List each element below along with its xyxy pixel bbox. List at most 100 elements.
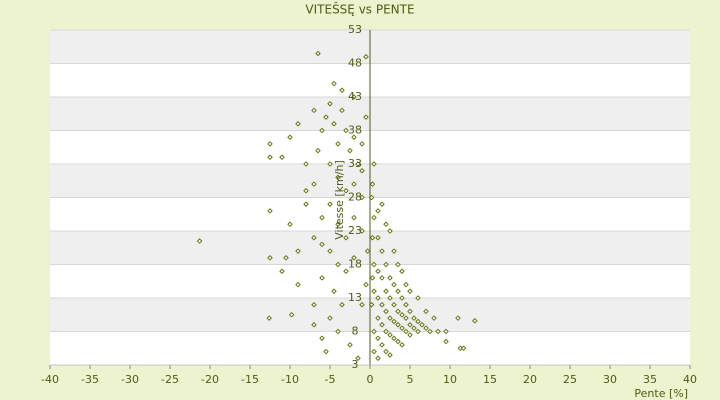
point [395,308,401,315]
x-tick-label: 25 [563,373,577,386]
point [379,275,385,281]
point [359,301,365,308]
point [387,275,393,281]
point [359,141,365,147]
point [431,315,437,321]
point [287,134,293,140]
point [375,335,381,341]
x-tick-label: 0 [367,373,374,386]
point [415,328,421,335]
x-tick-label: 20 [523,373,537,386]
point [395,322,401,328]
point [383,348,389,355]
x-axis-label: Pente [%] [634,387,688,400]
point [266,315,272,321]
point [457,345,464,352]
point [196,238,203,244]
point [283,255,289,261]
point [387,352,393,358]
x-tick-label: -15 [241,373,259,386]
point [383,308,389,315]
point [379,301,385,308]
point [351,214,357,221]
point [311,181,317,187]
point [375,208,381,214]
point [403,315,409,321]
point [351,181,357,187]
point [427,328,433,335]
point [359,194,365,201]
point [267,208,273,214]
point [303,188,309,194]
point [327,100,333,107]
point [267,255,273,261]
point [371,348,377,355]
y-tick-label: 53 [348,23,362,36]
point [351,94,357,100]
point [327,201,333,207]
point [359,167,365,174]
point [443,328,449,335]
point [407,288,413,295]
point [391,318,397,325]
y-tick-label: 8 [352,325,359,338]
point [351,255,357,261]
point [403,281,409,288]
point [347,147,353,154]
y-tick-label: 3 [352,358,359,371]
point [423,308,429,315]
point [295,121,301,127]
point [460,345,467,352]
point [351,134,357,140]
chart-title: VITEŠSĘ vs PENTE [305,2,414,17]
point [288,311,295,318]
point [423,325,429,331]
point [415,295,421,301]
point [403,328,409,335]
x-tick-label: 30 [603,373,617,386]
point [327,248,333,254]
point [355,355,361,362]
x-tick-label: 40 [683,373,697,386]
point [395,338,401,345]
point [379,342,385,348]
y-tick-label: 48 [348,57,362,70]
point [379,248,385,254]
y-tick-label: 33 [348,157,362,170]
point [363,54,369,60]
y-tick-label: 43 [348,90,362,103]
point [387,295,393,301]
point [311,301,317,308]
point [371,288,377,295]
point [267,154,273,161]
point [319,214,325,221]
point [383,221,389,228]
point [369,275,376,281]
x-tick-label: 35 [643,373,657,386]
x-tick-label: -40 [41,373,59,386]
point [327,161,333,167]
x-tick-label: 5 [407,373,414,386]
x-tick-label: -5 [325,373,336,386]
point [383,328,389,335]
point [279,154,285,161]
point [371,161,377,167]
point [368,194,375,201]
x-tick-label: 15 [483,373,497,386]
point [335,261,341,268]
x-tick-label: -25 [161,373,179,386]
point [407,332,413,338]
point [368,301,375,308]
x-tick-label: -30 [121,373,139,386]
point [311,322,317,328]
point [399,325,405,331]
point [315,50,321,57]
point [375,268,381,274]
point [295,281,301,288]
point [371,261,377,268]
y-tick-label: 28 [348,191,362,204]
point [435,328,441,335]
point [383,288,389,295]
point [399,268,405,274]
